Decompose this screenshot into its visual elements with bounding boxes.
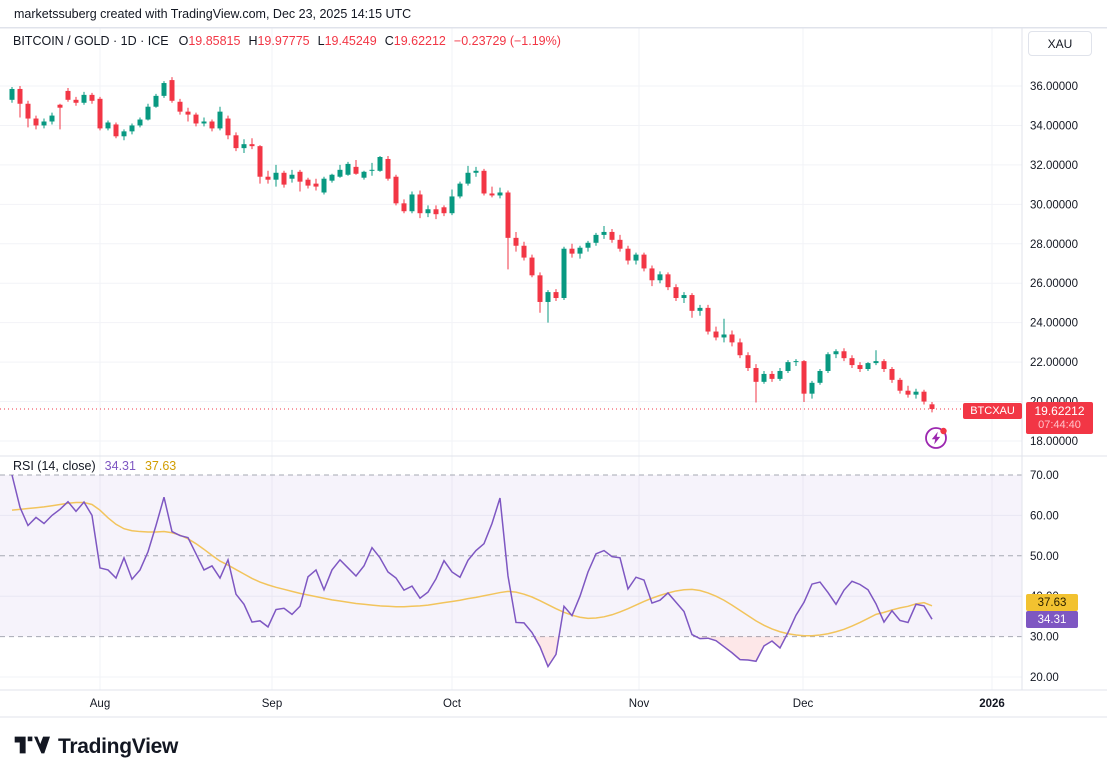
rsi-axis-badge[interactable]: 34.31 xyxy=(1026,611,1078,628)
rsi-ma-axis-badge[interactable]: 37.63 xyxy=(1026,594,1078,611)
svg-text:Nov: Nov xyxy=(629,698,650,710)
svg-text:70.00: 70.00 xyxy=(1030,470,1059,482)
svg-text:36.00000: 36.00000 xyxy=(1030,81,1078,93)
bar-countdown: 07:44:40 xyxy=(1038,419,1081,431)
svg-text:Aug: Aug xyxy=(90,698,110,710)
symbol-legend[interactable]: BITCOIN / GOLD · 1D · ICE O19.85815 H19.… xyxy=(13,34,561,48)
rsi-title: RSI (14, close) xyxy=(13,459,96,473)
svg-text:Oct: Oct xyxy=(443,698,462,710)
time-axis-labels[interactable]: Aug Sep Oct Nov Dec 2026 xyxy=(90,698,1005,710)
svg-text:60.00: 60.00 xyxy=(1030,510,1059,522)
svg-text:22.00000: 22.00000 xyxy=(1030,357,1078,369)
svg-text:34.00000: 34.00000 xyxy=(1030,120,1078,132)
currency-toggle[interactable]: XAU xyxy=(1028,31,1092,56)
flash-icon[interactable] xyxy=(923,425,949,451)
high-value: H19.97775 xyxy=(248,34,310,48)
change-value: −0.23729 (−1.19%) xyxy=(453,34,561,48)
svg-text:30.00000: 30.00000 xyxy=(1030,199,1078,211)
rsi-pane[interactable] xyxy=(0,474,1022,669)
tradingview-logo-icon[interactable] xyxy=(13,734,50,761)
svg-text:32.00000: 32.00000 xyxy=(1030,160,1078,172)
separators xyxy=(0,28,1107,718)
rsi-legend[interactable]: RSI (14, close) 34.31 37.63 xyxy=(13,459,176,473)
open-value: O19.85815 xyxy=(178,34,241,48)
svg-text:20.00: 20.00 xyxy=(1030,672,1059,684)
currency-label: XAU xyxy=(1047,36,1073,51)
low-value: L19.45249 xyxy=(317,34,377,48)
rsi-value: 34.31 xyxy=(104,459,136,473)
svg-text:26.00000: 26.00000 xyxy=(1030,278,1078,290)
svg-text:Sep: Sep xyxy=(262,698,282,710)
chart-canvas[interactable]: 36.00000 34.00000 32.00000 30.00000 28.00000… xyxy=(0,28,1107,718)
rsi-ma-line xyxy=(11,501,933,637)
svg-text:2026: 2026 xyxy=(979,698,1005,710)
footer: TradingView xyxy=(0,718,1107,776)
svg-text:24.00000: 24.00000 xyxy=(1030,318,1078,330)
price-axis-labels: 36.00000 34.00000 32.00000 30.00000 28.00000… xyxy=(1030,81,1078,448)
rsi-ma-value: 37.63 xyxy=(144,459,177,473)
svg-text:28.00000: 28.00000 xyxy=(1030,239,1078,251)
chart-area: 36.00000 34.00000 32.00000 30.00000 28.00000… xyxy=(0,28,1107,718)
price-line-symbol-label: BTCXAU xyxy=(963,403,1022,419)
close-value: C19.62212 xyxy=(384,34,446,48)
svg-text:18.00000: 18.00000 xyxy=(1030,436,1078,448)
tradingview-brand-text[interactable]: TradingView xyxy=(58,735,179,758)
svg-text:50.00: 50.00 xyxy=(1030,551,1059,563)
svg-text:30.00: 30.00 xyxy=(1030,632,1059,644)
svg-text:Dec: Dec xyxy=(793,698,814,710)
attribution-text: marketssuberg created with TradingView.c… xyxy=(14,6,412,21)
candlestick-series[interactable] xyxy=(9,77,935,413)
symbol-title[interactable]: BITCOIN / GOLD · 1D · ICE xyxy=(13,34,169,48)
last-price-box: 19.62212 07:44:40 xyxy=(1026,402,1093,434)
last-price: 19.62212 xyxy=(1034,404,1085,418)
attribution-bar: marketssuberg created with TradingView.c… xyxy=(0,0,1107,28)
rsi-line xyxy=(11,474,933,669)
